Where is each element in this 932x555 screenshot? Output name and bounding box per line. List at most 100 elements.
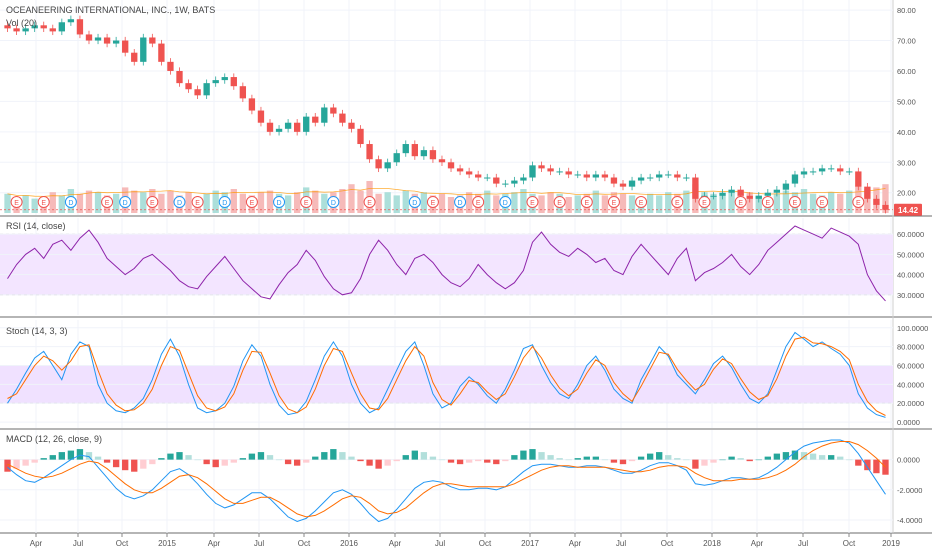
volume-bar	[656, 195, 663, 213]
volume-bar	[375, 193, 382, 213]
candle-body	[855, 171, 862, 187]
earnings-circle	[245, 196, 258, 208]
earnings-letter: E	[530, 200, 535, 207]
candle	[275, 125, 283, 136]
macd-histogram-bar	[122, 459, 129, 471]
candle-body	[719, 192, 726, 196]
earnings-marker: E	[37, 196, 50, 208]
earnings-circle	[816, 196, 829, 208]
candle	[140, 33, 147, 66]
dividend-letter: D	[123, 200, 128, 207]
candle-body	[303, 116, 310, 132]
macd-histogram-bar	[818, 455, 826, 460]
candle-body	[411, 144, 418, 157]
macd-histogram-bar	[737, 458, 744, 460]
macd-histogram-bar	[465, 459, 473, 463]
stoch-tick-label: 20.0000	[897, 399, 924, 408]
macd-histogram-bar	[511, 455, 518, 460]
candle-body	[158, 43, 165, 62]
candle-body	[248, 98, 256, 111]
x-tick-label: Oct	[479, 539, 492, 548]
candle-body	[737, 189, 744, 196]
volume-bar	[212, 190, 219, 213]
earnings-marker: E	[635, 196, 648, 208]
earnings-marker: E	[761, 196, 774, 208]
macd-histogram-bar	[538, 452, 545, 460]
candle-body	[49, 28, 56, 32]
candle-body	[800, 171, 808, 175]
candle	[366, 140, 373, 163]
candle	[149, 33, 156, 48]
volume-bar	[420, 192, 428, 213]
macd-histogram-bar	[357, 459, 364, 462]
candle-body	[284, 122, 292, 129]
candle	[656, 170, 663, 182]
x-tick-label: 2016	[340, 539, 358, 548]
volume-bar	[112, 193, 120, 213]
macd-histogram-bar	[791, 450, 799, 460]
candle	[49, 24, 56, 36]
earnings-letter: E	[856, 200, 861, 207]
macd-histogram-bar	[158, 458, 165, 460]
macd-histogram-bar	[402, 455, 409, 460]
macd-histogram-bar	[203, 459, 210, 465]
candle-body	[31, 25, 38, 29]
stoch-tick-label: 40.0000	[897, 380, 924, 389]
dividend-marker: D	[119, 196, 132, 208]
dividend-circle	[218, 196, 231, 208]
stoch-tick-label: 0.0000	[897, 418, 920, 427]
volume-bar	[31, 198, 38, 213]
macd-histogram-bar	[592, 456, 600, 460]
candle-body	[791, 174, 799, 184]
volume-bar	[257, 192, 265, 213]
candle-body	[475, 174, 482, 178]
earnings-marker: E	[816, 196, 829, 208]
macd-histogram-bar	[864, 459, 871, 471]
earnings-circle	[788, 196, 801, 208]
dividend-circle	[327, 196, 340, 208]
x-tick-label: 2015	[158, 539, 176, 548]
candle	[574, 170, 581, 179]
earnings-letter: E	[765, 200, 770, 207]
macd-tick-label: -4.0000	[897, 516, 922, 525]
candle	[122, 36, 129, 57]
volume-bar	[601, 195, 609, 213]
macd-histogram-bar	[665, 455, 672, 460]
candle	[248, 94, 256, 115]
candle	[357, 125, 364, 148]
macd-histogram-bar	[828, 455, 835, 460]
earnings-marker: E	[10, 196, 23, 208]
candle-body	[746, 195, 753, 199]
earnings-letter: E	[557, 200, 562, 207]
candle	[266, 119, 274, 136]
macd-histogram-bar	[484, 459, 491, 463]
volume-bar	[76, 193, 84, 213]
candle-body	[366, 144, 373, 160]
dividend-circle	[408, 196, 421, 208]
candle	[131, 49, 138, 66]
earnings-circle	[671, 196, 684, 208]
volume-bar	[565, 197, 572, 213]
candle	[203, 79, 210, 99]
price-tick-label: 40.00	[897, 128, 916, 137]
candle-body	[348, 122, 355, 129]
macd-histogram-bar	[330, 449, 337, 460]
candle-body	[610, 177, 618, 184]
candle	[529, 161, 536, 182]
candle-body	[456, 168, 464, 172]
macd-histogram-bar	[22, 459, 29, 466]
macd-histogram-bar	[493, 459, 500, 465]
volume-bar	[809, 193, 817, 213]
dividend-letter: D	[503, 200, 508, 207]
candle-body	[502, 183, 509, 185]
x-tick-label: Jul	[798, 539, 808, 548]
candle	[818, 164, 826, 176]
stoch-d-line	[7, 336, 886, 416]
candle	[103, 33, 111, 48]
earnings-letter: E	[105, 200, 110, 207]
earnings-circle	[191, 196, 204, 208]
macd-histogram-bar	[411, 450, 418, 460]
candle	[475, 170, 482, 182]
macd-histogram-bar	[782, 452, 790, 460]
